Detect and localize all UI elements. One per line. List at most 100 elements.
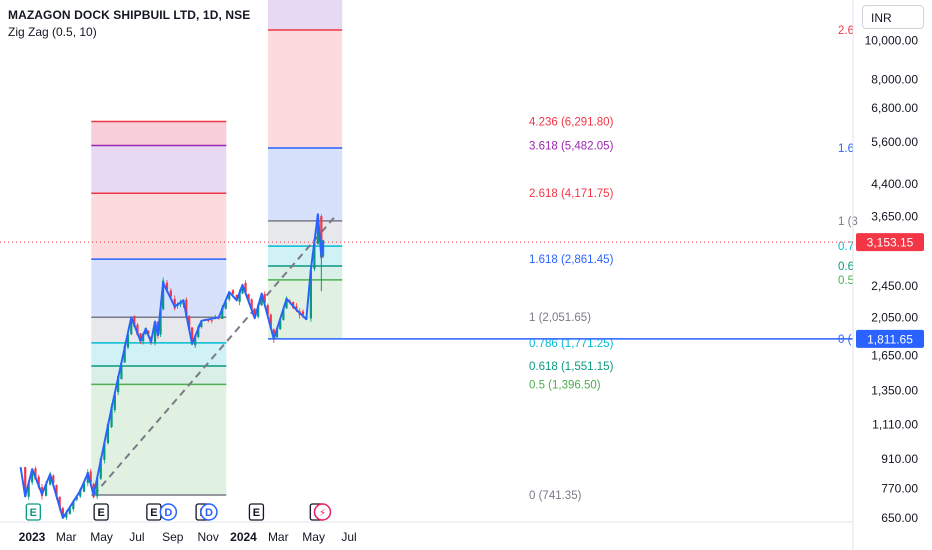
candle-body: [72, 501, 75, 510]
price-axis-tick: 3,650.00: [871, 210, 918, 224]
time-axis-tick: Sep: [162, 530, 184, 544]
candle-body: [75, 496, 78, 500]
fib-left-level-label: 1 (2,051.65): [529, 312, 591, 324]
candle-body: [285, 298, 288, 309]
candle-body: [52, 475, 55, 484]
candle-body: [126, 334, 130, 348]
candle-body: [120, 364, 123, 380]
earnings-letter: E: [253, 507, 260, 519]
indicator-label[interactable]: Zig Zag (0.5, 10): [8, 25, 97, 39]
fib-right-zone-3.6: [268, 0, 343, 30]
candle-body: [130, 317, 133, 335]
candle-body: [185, 299, 188, 317]
price-axis-tick: 1,350.00: [871, 383, 918, 397]
candle-body: [241, 285, 244, 294]
candle-body: [65, 512, 68, 518]
price-axis-tick: 2,050.00: [871, 310, 918, 324]
candle-body: [263, 294, 266, 303]
candle-body: [159, 308, 162, 335]
price-axis-tick: 5,600.00: [871, 135, 918, 149]
price-axis-tick: 910.00: [881, 452, 918, 466]
candle-body: [224, 301, 227, 309]
candle-body: [207, 320, 210, 321]
time-axis-tick: Mar: [56, 530, 77, 544]
candle-body: [173, 298, 176, 309]
fib-left-level-label: 0.618 (1,551.15): [529, 361, 614, 373]
time-axis-tick: Nov: [197, 530, 218, 544]
event-marker-earnings: E: [146, 503, 162, 521]
candle-body: [110, 406, 113, 428]
fib-right-zone-0.5: [268, 279, 343, 339]
candle-body: [275, 328, 279, 338]
dividend-letter: D: [164, 507, 172, 519]
price-axis-tick: 10,000.00: [865, 34, 919, 48]
fib-left-level-label: 2.618 (4,171.75): [529, 188, 614, 200]
candle-body: [238, 291, 241, 302]
fib-right-level-label: 0.5: [838, 275, 854, 287]
low-price-tag-bg: [856, 329, 924, 348]
fib-right-zone-0.6: [268, 266, 343, 280]
candle-body: [153, 322, 157, 343]
candle-body: [250, 299, 253, 310]
candle-body: [165, 282, 169, 290]
fib-left-zone-2.618: [91, 193, 227, 260]
symbol-title: MAZAGON DOCK SHIPBUIL LTD, 1D, NSE: [8, 8, 251, 22]
candle-body: [27, 482, 30, 497]
candle-body: [113, 394, 116, 411]
fib-left-zone-0.786: [91, 342, 227, 367]
candle-body: [197, 326, 200, 338]
candle-body: [103, 443, 106, 460]
candle-body: [44, 484, 48, 496]
split-icon: [313, 503, 332, 521]
dividend-icon: [200, 503, 218, 521]
price-axis-tick: 6,800.00: [871, 101, 918, 115]
price-axis-tick: 1,650.00: [871, 348, 918, 362]
candle-body: [266, 305, 269, 315]
split-letter: ⚡: [319, 508, 326, 519]
fib-left-zone-0.618: [91, 366, 227, 385]
candle-body: [89, 471, 92, 483]
fib-right-level-label: 2.6: [838, 25, 854, 37]
candle-body: [68, 508, 71, 515]
fib-left-zone-3.618: [91, 145, 227, 194]
earnings-letter: E: [97, 507, 104, 519]
earnings-letter: E: [150, 507, 157, 519]
last-price-tag-bg: [856, 233, 924, 252]
candle-body: [194, 335, 197, 346]
time-axis-tick: Mar: [268, 530, 289, 544]
zigzag-line: [19, 213, 325, 519]
fib-right-zone-0.7: [268, 246, 343, 267]
candle-body: [231, 290, 235, 295]
candle-body: [247, 294, 250, 302]
candle-body: [58, 496, 61, 508]
candle-body: [272, 329, 275, 340]
fib-right-zone-2.6: [268, 29, 343, 148]
candle-body: [253, 309, 256, 318]
time-axis-tick: May: [302, 530, 325, 544]
candle-body: [320, 216, 323, 258]
event-marker-earnings: E: [93, 503, 109, 521]
candle-body: [200, 322, 203, 328]
candle-body: [117, 376, 120, 393]
low-price-tag: 1,811.65: [867, 332, 913, 346]
time-axis-tick: Jul: [341, 530, 356, 544]
time-axis-tick: 2023: [19, 530, 46, 544]
price-axis-tick: 4,400.00: [871, 177, 918, 191]
candle-body: [86, 472, 89, 483]
candle-body: [257, 304, 260, 317]
price-axis-tick: 2,450.00: [871, 279, 918, 293]
candle-body: [269, 314, 272, 329]
time-axis-tick: 2024: [230, 530, 257, 544]
candle-body: [210, 320, 213, 321]
currency-selector[interactable]: INR: [862, 5, 924, 29]
candle-body: [147, 330, 150, 334]
candle-body: [96, 478, 99, 497]
candle-body: [34, 468, 37, 480]
fib-left-level-label: 0 (741.35): [529, 490, 582, 502]
event-marker-split: ⚡: [313, 503, 332, 521]
price-axis-tick: 8,000.00: [871, 72, 918, 86]
candle-body: [301, 311, 305, 315]
event-marker-dividend: D: [159, 503, 178, 521]
candle-body: [79, 489, 82, 497]
